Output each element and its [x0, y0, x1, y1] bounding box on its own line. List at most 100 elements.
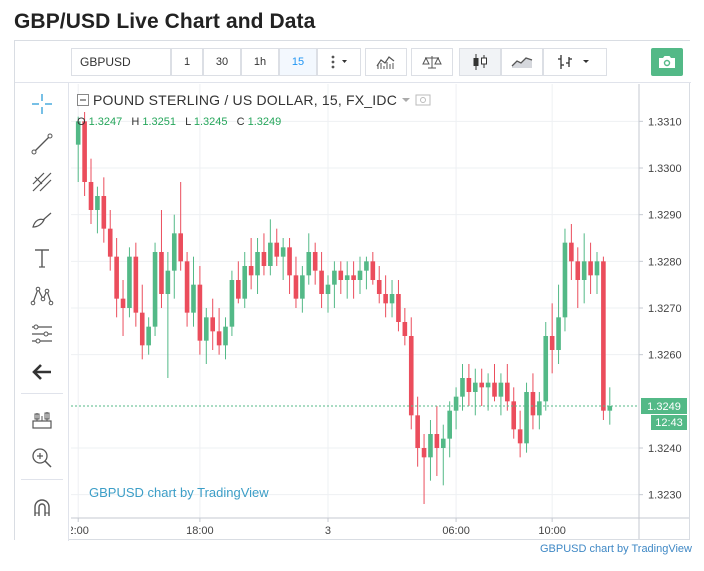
interval-1-button[interactable]: 1 [171, 48, 203, 76]
candle-body [415, 415, 420, 448]
candle-body [293, 275, 299, 299]
candle-body [300, 275, 305, 299]
eye-icon[interactable] [415, 94, 431, 106]
pattern-tool[interactable] [27, 281, 57, 311]
crosshair-icon [32, 94, 52, 114]
screenshot-button[interactable] [651, 48, 683, 76]
brush-icon [32, 212, 52, 228]
candle-body [351, 275, 356, 280]
candle-body [440, 438, 446, 448]
candle-body [325, 284, 331, 294]
candle-body [357, 270, 363, 280]
candle-body [485, 382, 491, 388]
trend-line-tool[interactable] [27, 129, 57, 159]
candle-body [184, 261, 190, 313]
candle-body [517, 429, 523, 444]
symbol-search-input[interactable]: GBPUSD [71, 48, 171, 76]
ruler-icon [32, 412, 52, 429]
candle-body [287, 247, 292, 276]
candle-body [460, 378, 465, 397]
candle-body [408, 336, 414, 416]
price-tick-label: 1.3270 [648, 303, 682, 315]
candle-body [498, 382, 504, 397]
candle-body [447, 410, 452, 439]
interval-menu-button[interactable] [317, 48, 361, 76]
candle-body [492, 382, 497, 397]
chart-type-dropdown[interactable] [543, 48, 607, 76]
candle-body [402, 322, 408, 336]
candle-body [505, 382, 510, 402]
candle-body [133, 256, 139, 313]
candle-body [562, 242, 568, 318]
close-value: 1.3249 [247, 116, 282, 128]
candle-body [556, 317, 561, 350]
trend-line-icon [31, 133, 53, 155]
collapse-icon[interactable] [77, 94, 89, 106]
candle-body [472, 382, 478, 392]
candle-body [274, 242, 280, 257]
candle-body [152, 252, 158, 327]
candle-body [543, 336, 549, 402]
candle-body [524, 392, 529, 444]
time-tick-label: 10:00 [538, 525, 566, 537]
magnet-tool[interactable] [27, 493, 57, 523]
time-tick-label: 3 [325, 525, 331, 537]
open-label: O [77, 116, 86, 128]
candle-body [210, 317, 216, 332]
camera-icon [659, 56, 675, 68]
interval-15-button[interactable]: 15 [279, 48, 317, 76]
candle-body [344, 275, 350, 280]
interval-1h-button[interactable]: 1h [241, 48, 279, 76]
low-value: 1.3245 [193, 116, 228, 128]
tradingview-link[interactable]: GBPUSD chart by TradingView [539, 543, 692, 555]
scales-icon [422, 56, 442, 69]
candle-body [203, 317, 209, 341]
candle-body [127, 256, 132, 308]
pitchfork-tool[interactable] [27, 167, 57, 197]
candles-style-button[interactable] [459, 48, 501, 76]
chart-area[interactable]: 1.3310 1.3300 1.3290 1.3280 1.3270 1.3260 1.32… [71, 84, 689, 539]
indicators-button[interactable] [365, 48, 407, 76]
candle-body [107, 228, 113, 257]
candle-body [581, 261, 587, 280]
candle-body [511, 401, 517, 430]
candle-body [549, 336, 555, 350]
fib-tool[interactable] [27, 319, 57, 349]
candle-body [306, 252, 312, 276]
area-style-button[interactable] [501, 48, 543, 76]
chevron-down-icon[interactable] [401, 96, 411, 104]
candle-body [607, 406, 613, 411]
candle-body [146, 326, 151, 346]
crosshair-tool[interactable] [27, 89, 57, 119]
tool-separator [21, 479, 63, 480]
chart-widget: GBPUSD 1 30 1h 15 [14, 40, 691, 541]
candle-body [453, 396, 459, 411]
countdown-badge [651, 415, 687, 430]
interval-30-button[interactable]: 30 [203, 48, 241, 76]
pattern-icon [30, 286, 54, 306]
price-chart[interactable]: 1.3310 1.3300 1.3290 1.3280 1.3270 1.3260 1.32… [71, 84, 689, 539]
candle-body [197, 284, 203, 341]
fib-retracement-icon [32, 324, 52, 344]
candle-body [537, 401, 542, 416]
chart-watermark[interactable]: GBPUSD chart by TradingView [89, 485, 269, 500]
zoom-tool[interactable] [27, 443, 57, 473]
candle-body [421, 448, 427, 458]
high-value: 1.3251 [142, 116, 177, 128]
compare-button[interactable] [411, 48, 453, 76]
candle-body [255, 252, 260, 276]
candle-body [319, 270, 324, 294]
candle-body [191, 284, 196, 313]
measure-tool[interactable] [27, 405, 57, 435]
page-title: GBP/USD Live Chart and Data [14, 10, 316, 33]
price-tick-label: 1.3230 [648, 490, 682, 502]
text-tool[interactable] [27, 243, 57, 273]
brush-tool[interactable] [27, 205, 57, 235]
current-price-label: 1.3249 [647, 401, 681, 413]
candle-body [101, 196, 107, 229]
candle-body [88, 182, 94, 210]
candle-body [428, 434, 433, 458]
arrow-left-icon [32, 364, 51, 380]
back-tool[interactable] [27, 357, 57, 387]
open-value: 1.3247 [88, 116, 123, 128]
